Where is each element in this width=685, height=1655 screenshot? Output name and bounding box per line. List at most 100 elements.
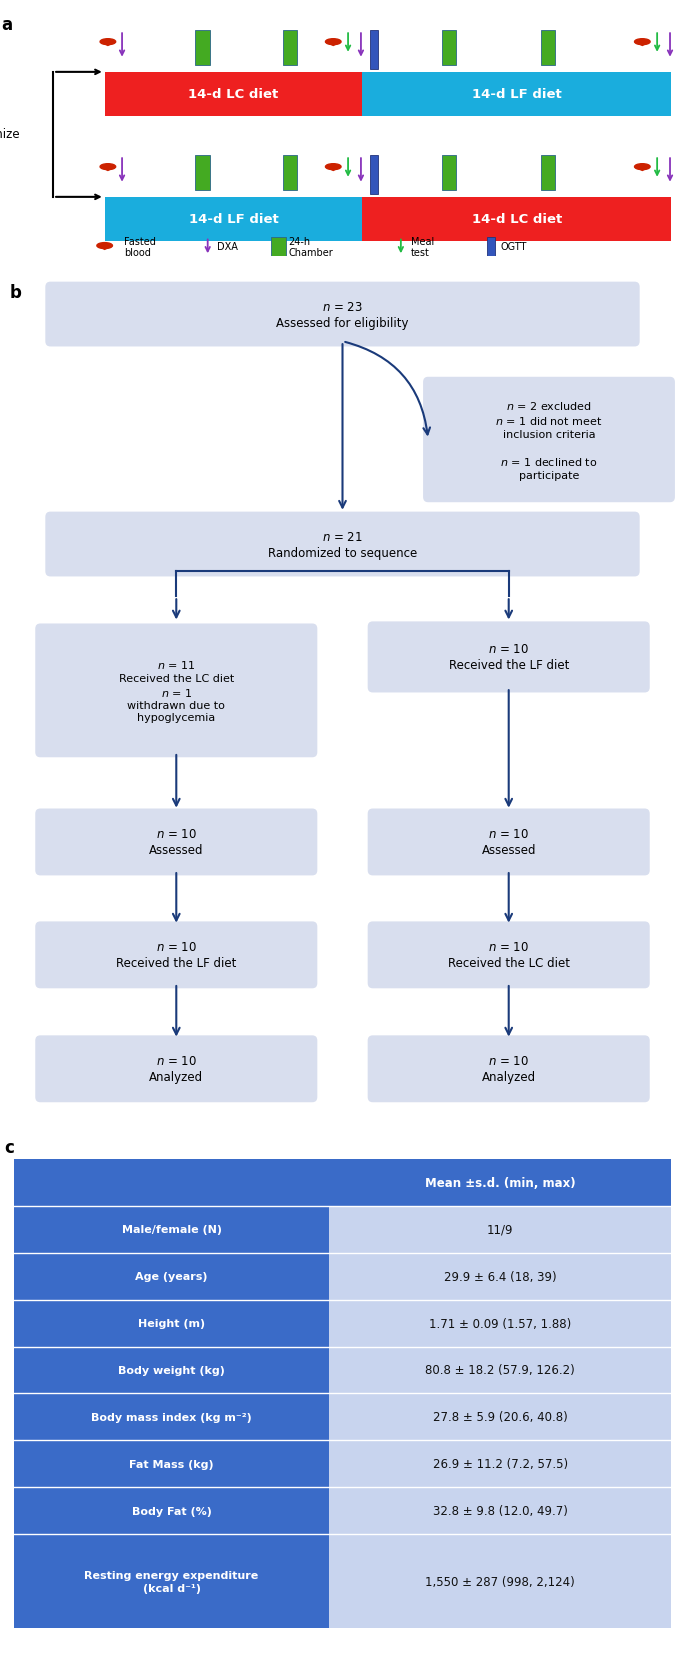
FancyBboxPatch shape: [283, 156, 297, 190]
Text: 29.9 ± 6.4 (18, 39): 29.9 ± 6.4 (18, 39): [444, 1269, 557, 1283]
FancyBboxPatch shape: [14, 1206, 329, 1253]
Text: $n$ = 10
Analyzed: $n$ = 10 Analyzed: [482, 1054, 536, 1084]
Text: $n$ = 10
Received the LF diet: $n$ = 10 Received the LF diet: [116, 940, 236, 970]
FancyBboxPatch shape: [271, 237, 286, 261]
FancyBboxPatch shape: [45, 283, 640, 348]
FancyBboxPatch shape: [35, 922, 317, 988]
Circle shape: [634, 164, 650, 170]
FancyBboxPatch shape: [195, 156, 210, 190]
FancyBboxPatch shape: [14, 1488, 329, 1534]
Polygon shape: [635, 43, 649, 46]
FancyBboxPatch shape: [35, 624, 317, 758]
Text: $n$ = 21
Randomized to sequence: $n$ = 21 Randomized to sequence: [268, 530, 417, 559]
Text: 1,550 ± 287 (998, 2,124): 1,550 ± 287 (998, 2,124): [425, 1576, 575, 1587]
FancyBboxPatch shape: [368, 622, 650, 693]
FancyBboxPatch shape: [35, 1036, 317, 1102]
FancyBboxPatch shape: [14, 1534, 329, 1629]
FancyBboxPatch shape: [540, 31, 555, 66]
Polygon shape: [97, 247, 112, 250]
Text: b: b: [10, 283, 22, 301]
FancyBboxPatch shape: [370, 156, 378, 195]
FancyBboxPatch shape: [14, 1347, 329, 1394]
FancyBboxPatch shape: [105, 73, 362, 118]
Text: Randomize: Randomize: [0, 127, 21, 141]
Circle shape: [325, 40, 341, 46]
Text: Male/female (N): Male/female (N): [121, 1225, 221, 1235]
FancyBboxPatch shape: [442, 31, 456, 66]
Text: Resting energy expenditure
(kcal d⁻¹): Resting energy expenditure (kcal d⁻¹): [84, 1571, 259, 1592]
FancyBboxPatch shape: [368, 922, 650, 988]
Text: 80.8 ± 18.2 (57.9, 126.2): 80.8 ± 18.2 (57.9, 126.2): [425, 1364, 575, 1377]
FancyBboxPatch shape: [195, 31, 210, 66]
FancyBboxPatch shape: [329, 1253, 671, 1299]
Text: 32.8 ± 9.8 (12.0, 49.7): 32.8 ± 9.8 (12.0, 49.7): [433, 1504, 568, 1518]
Circle shape: [97, 243, 112, 250]
Text: a: a: [1, 17, 13, 35]
FancyBboxPatch shape: [329, 1158, 671, 1206]
Text: 14-d LF diet: 14-d LF diet: [188, 213, 278, 227]
FancyBboxPatch shape: [329, 1534, 671, 1629]
Text: $n$ = 10
Assessed: $n$ = 10 Assessed: [149, 828, 203, 857]
FancyBboxPatch shape: [14, 1394, 329, 1440]
Text: Meal
test: Meal test: [410, 237, 434, 258]
Text: Fasted
blood: Fasted blood: [124, 237, 156, 258]
Text: 26.9 ± 11.2 (7.2, 57.5): 26.9 ± 11.2 (7.2, 57.5): [433, 1458, 568, 1471]
FancyBboxPatch shape: [329, 1488, 671, 1534]
Text: 14-d LF diet: 14-d LF diet: [472, 88, 562, 101]
Circle shape: [634, 40, 650, 46]
FancyBboxPatch shape: [368, 809, 650, 875]
FancyBboxPatch shape: [283, 31, 297, 66]
FancyBboxPatch shape: [368, 1036, 650, 1102]
Circle shape: [100, 164, 116, 170]
Text: Fat Mass (kg): Fat Mass (kg): [129, 1460, 214, 1470]
Circle shape: [325, 164, 341, 170]
FancyBboxPatch shape: [675, 31, 683, 71]
Text: Age (years): Age (years): [135, 1271, 208, 1281]
FancyBboxPatch shape: [45, 513, 640, 578]
FancyBboxPatch shape: [370, 31, 378, 71]
FancyBboxPatch shape: [540, 156, 555, 190]
Text: 1.71 ± 0.09 (1.57, 1.88): 1.71 ± 0.09 (1.57, 1.88): [429, 1317, 571, 1329]
Text: Body weight (kg): Body weight (kg): [118, 1365, 225, 1375]
Text: Body Fat (%): Body Fat (%): [132, 1506, 212, 1516]
FancyBboxPatch shape: [35, 809, 317, 875]
FancyBboxPatch shape: [675, 156, 683, 195]
Text: $n$ = 11
Received the LC diet
$n$ = 1
withdrawn due to
hypoglycemia: $n$ = 11 Received the LC diet $n$ = 1 wi…: [119, 659, 234, 723]
Text: Mean ±s.d. (min, max): Mean ±s.d. (min, max): [425, 1177, 575, 1188]
Text: Height (m): Height (m): [138, 1319, 205, 1329]
Text: 27.8 ± 5.9 (20.6, 40.8): 27.8 ± 5.9 (20.6, 40.8): [433, 1410, 568, 1423]
FancyBboxPatch shape: [423, 377, 675, 503]
FancyBboxPatch shape: [105, 197, 362, 242]
FancyBboxPatch shape: [362, 197, 671, 242]
FancyBboxPatch shape: [14, 1299, 329, 1347]
Text: $n$ = 10
Received the LC diet: $n$ = 10 Received the LC diet: [448, 940, 570, 970]
FancyBboxPatch shape: [329, 1299, 671, 1347]
Text: DXA: DXA: [217, 242, 238, 252]
Text: Body mass index (kg m⁻²): Body mass index (kg m⁻²): [91, 1412, 252, 1422]
Text: $n$ = 23
Assessed for eligibility: $n$ = 23 Assessed for eligibility: [276, 300, 409, 329]
Text: OGTT: OGTT: [501, 242, 527, 252]
Polygon shape: [326, 43, 340, 46]
Polygon shape: [101, 167, 115, 172]
FancyBboxPatch shape: [14, 1158, 329, 1206]
FancyBboxPatch shape: [14, 1440, 329, 1488]
Polygon shape: [326, 167, 340, 172]
Polygon shape: [101, 43, 115, 46]
Polygon shape: [635, 167, 649, 172]
FancyBboxPatch shape: [14, 1253, 329, 1299]
FancyBboxPatch shape: [487, 237, 495, 261]
FancyBboxPatch shape: [329, 1206, 671, 1253]
Text: $n$ = 10
Analyzed: $n$ = 10 Analyzed: [149, 1054, 203, 1084]
FancyBboxPatch shape: [442, 156, 456, 190]
Circle shape: [100, 40, 116, 46]
Text: $n$ = 2 excluded
$n$ = 1 did not meet
inclusion criteria

$n$ = 1 declined to
pa: $n$ = 2 excluded $n$ = 1 did not meet in…: [495, 399, 603, 482]
Text: 14-d LC diet: 14-d LC diet: [188, 88, 279, 101]
Text: 11/9: 11/9: [487, 1223, 514, 1236]
Text: $n$ = 10
Assessed: $n$ = 10 Assessed: [482, 828, 536, 857]
FancyBboxPatch shape: [329, 1394, 671, 1440]
Text: $n$ = 10
Received the LF diet: $n$ = 10 Received the LF diet: [449, 644, 569, 672]
Text: 14-d LC diet: 14-d LC diet: [472, 213, 562, 227]
Text: 24-h
Chamber: 24-h Chamber: [288, 237, 333, 258]
FancyBboxPatch shape: [329, 1440, 671, 1488]
FancyBboxPatch shape: [329, 1347, 671, 1394]
